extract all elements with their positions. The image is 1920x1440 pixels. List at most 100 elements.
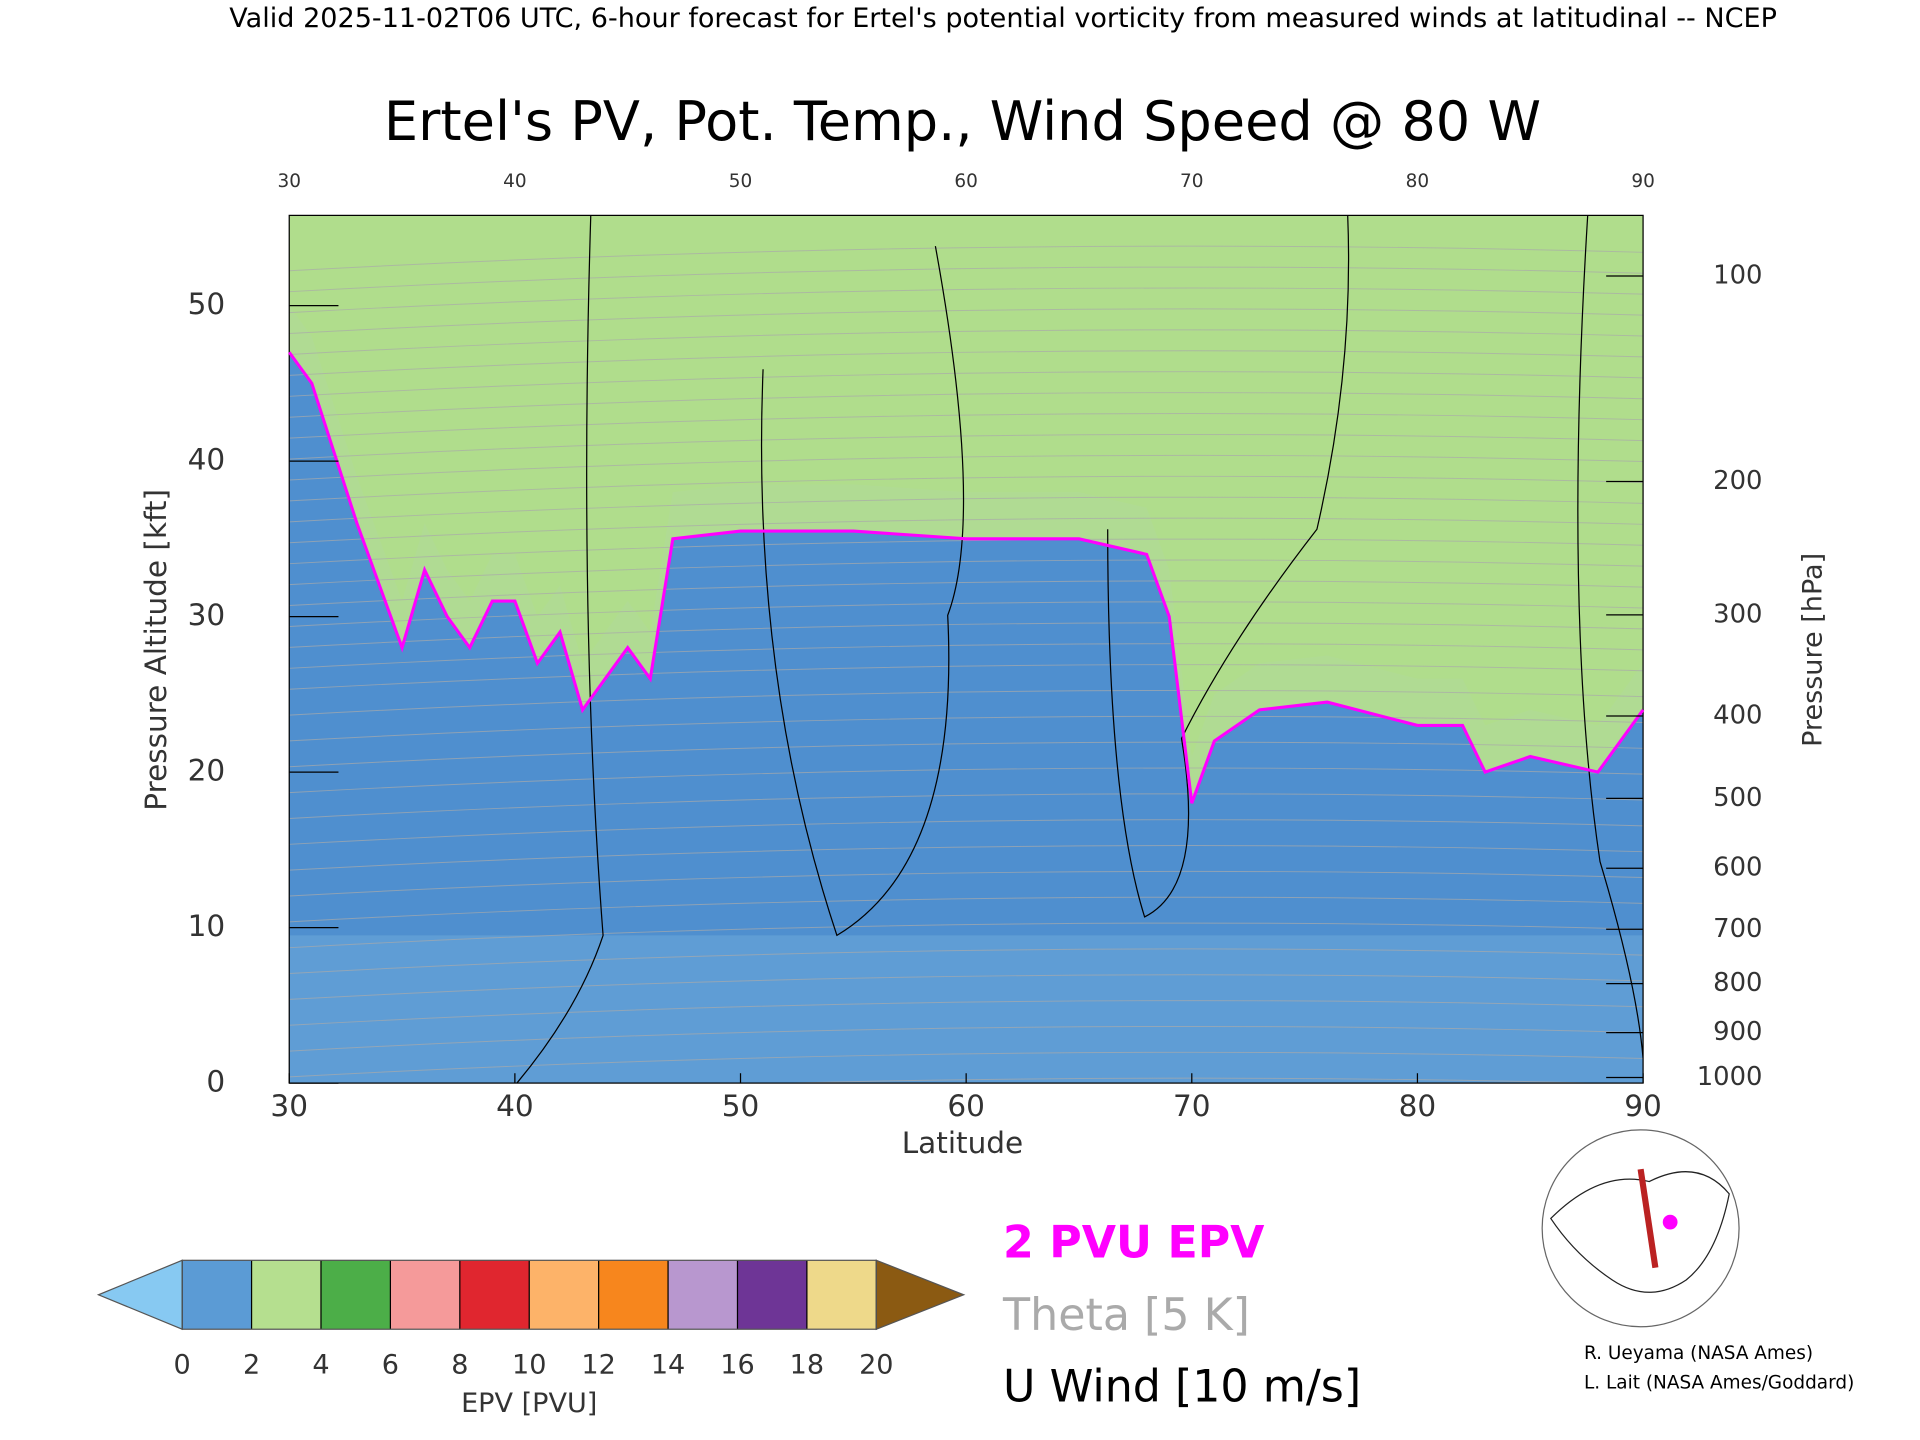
theta-contour	[289, 974, 1644, 1000]
theta-contour	[289, 922, 1644, 949]
colorbar-segment	[806, 1260, 877, 1330]
x-tick-label: 60	[947, 1089, 985, 1123]
map-globe	[1541, 1129, 1740, 1328]
wind-contour	[516, 215, 604, 1084]
credit: L. Lait (NASA Ames/Goddard)	[1584, 1372, 1854, 1393]
x-top-tick-label: 40	[503, 171, 526, 192]
theta-contour	[289, 538, 1644, 565]
colorbar-segment	[668, 1260, 738, 1330]
theta-contour	[289, 559, 1644, 586]
y2-tick-label: 500	[1713, 783, 1762, 813]
theta-contour	[289, 1051, 1644, 1078]
map-section	[1637, 1168, 1659, 1269]
y-tick-label: 50	[188, 287, 226, 321]
y2-tick-label: 400	[1713, 701, 1762, 731]
x-tick-label: 90	[1624, 1089, 1662, 1123]
colorbar-frame	[181, 1259, 877, 1330]
credit: R. Ueyama (NASA Ames)	[1584, 1343, 1813, 1364]
colorbar-label: EPV [PVU]	[461, 1388, 597, 1419]
theta-contour	[289, 517, 1644, 544]
theta-contour	[289, 392, 1644, 418]
theta-contour	[289, 845, 1644, 871]
theta-contour	[289, 454, 1644, 481]
theta-contour	[289, 870, 1644, 897]
map-coast	[1549, 1171, 1730, 1293]
colorbar-segment	[529, 1260, 599, 1330]
tropopause-line	[287, 351, 1645, 804]
x-axis-label: Latitude	[902, 1126, 1023, 1160]
colorbar-segment	[737, 1260, 807, 1330]
y-axis-label: Pressure Altitude [kft]	[139, 489, 173, 811]
y-tick-label: 30	[188, 598, 226, 632]
theta-contour	[289, 622, 1644, 648]
pv-field	[289, 215, 1644, 1084]
x-top-tick-label: 30	[277, 171, 300, 192]
theta-contour	[289, 287, 1644, 314]
theta-contour	[289, 308, 1644, 335]
colorbar-tick-label: 0	[174, 1350, 191, 1381]
theta-contour	[289, 689, 1644, 716]
colorbar-segment	[251, 1260, 321, 1330]
theta-contour	[289, 245, 1644, 272]
y2-axis-label: Pressure [hPa]	[1798, 553, 1829, 747]
x-tick-label: 40	[496, 1089, 534, 1123]
theta-contour	[289, 329, 1644, 355]
colorbar-tick-label: 16	[720, 1350, 754, 1381]
colorbar-tick-label: 20	[859, 1350, 893, 1381]
theta-contour	[289, 741, 1644, 768]
theta-contour	[289, 819, 1644, 845]
theta-contour	[289, 715, 1644, 742]
map-inset	[1541, 1129, 1740, 1328]
y2-tick-label: 200	[1713, 466, 1762, 496]
wind-contour	[760, 246, 965, 937]
legend-entry: Theta [5 K]	[1002, 1290, 1250, 1341]
colorbar-over	[875, 1259, 966, 1331]
x-top-tick-label: 80	[1406, 171, 1429, 192]
y2-tick-label: 800	[1713, 968, 1762, 998]
theta-contour	[289, 601, 1644, 627]
theta-contour	[289, 793, 1644, 819]
theta-contour	[289, 896, 1644, 923]
x-tick-label: 50	[722, 1089, 760, 1123]
y-tick-label: 40	[188, 443, 226, 477]
y-tick-label: 20	[188, 754, 226, 788]
boundary-fill	[289, 935, 1644, 1084]
x-tick-label: 70	[1173, 1089, 1211, 1123]
x-tick-label: 80	[1399, 1089, 1437, 1123]
colorbar-segment	[390, 1260, 460, 1330]
suptitle: Valid 2025-11-02T06 UTC, 6-hour forecast…	[229, 3, 1777, 34]
y-tick-label: 0	[206, 1065, 225, 1099]
chart-title: Ertel's PV, Pot. Temp., Wind Speed @ 80 …	[384, 90, 1541, 153]
colorbar-segment	[320, 1260, 391, 1330]
wind-contour	[1577, 215, 1644, 1059]
legend-entry: 2 PVU EPV	[1003, 1218, 1265, 1269]
theta-contour	[289, 350, 1644, 376]
map-dot	[1662, 1214, 1678, 1230]
y2-tick-label: 1000	[1697, 1062, 1763, 1092]
y-tick-label: 10	[188, 909, 226, 943]
x-tick-label: 30	[270, 1089, 308, 1123]
colorbar-tick-label: 8	[451, 1350, 468, 1381]
theta-contour	[289, 496, 1644, 523]
y2-tick-label: 700	[1713, 914, 1762, 944]
colorbar-under	[96, 1259, 183, 1331]
y2-tick-label: 100	[1713, 260, 1762, 290]
x-top-tick-label: 50	[729, 171, 752, 192]
colorbar-tick-label: 2	[243, 1350, 260, 1381]
colorbar-tick-label: 12	[581, 1350, 615, 1381]
colorbar-tick-label: 18	[790, 1350, 824, 1381]
theta-contour	[289, 1025, 1644, 1052]
legend-entry: U Wind [10 m/s]	[1003, 1362, 1361, 1413]
pv-band	[289, 215, 1644, 804]
theta-contour	[289, 433, 1644, 460]
y2-tick-label: 900	[1713, 1017, 1762, 1047]
theta-contour	[289, 580, 1644, 607]
theta-contour	[289, 266, 1644, 293]
x-top-tick-label: 60	[954, 171, 977, 192]
theta-contour	[289, 413, 1644, 439]
x-top-tick-label: 70	[1180, 171, 1203, 192]
colorbar-tick-label: 6	[382, 1350, 399, 1381]
theta-contour	[289, 1000, 1644, 1026]
